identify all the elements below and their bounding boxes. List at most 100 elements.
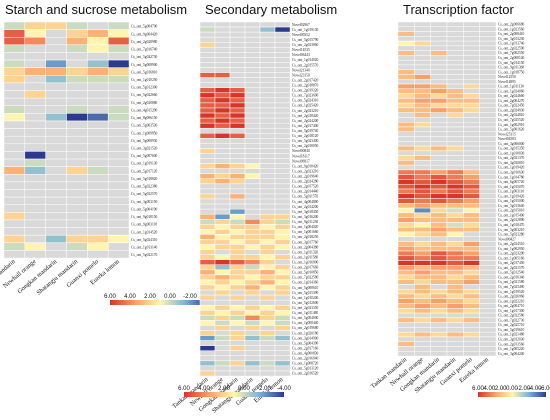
heatmap-cell [244, 127, 261, 134]
heatmap-cell [274, 36, 291, 43]
heatmap-cell [199, 284, 216, 291]
row-label: Cs_ont_5g022730 [131, 55, 158, 59]
heatmap-cell [259, 21, 276, 28]
heatmap-cell [397, 26, 415, 32]
heatmap-cell [430, 236, 448, 242]
heatmap-cell [199, 213, 216, 220]
row-label: Cs_ont_2g017420 [292, 78, 319, 82]
heatmap-cell [259, 47, 276, 53]
heatmap-cell [397, 55, 415, 61]
heatmap-cell [229, 21, 246, 28]
heatmap-cell [414, 284, 431, 290]
heatmap-cell [274, 269, 291, 276]
heatmap-cell [199, 138, 216, 144]
heatmap-cell [259, 107, 276, 114]
heatmap-cell [274, 320, 291, 326]
heatmap-cell [244, 193, 261, 200]
heatmap-cell [274, 193, 291, 200]
heatmap-cell [259, 330, 276, 336]
heatmap-cell [66, 113, 88, 122]
heatmap-cell [66, 59, 88, 68]
heatmap-cell [214, 77, 231, 83]
heatmap-cell [24, 113, 46, 122]
heatmap-cell [24, 242, 46, 251]
heatmap-cell [45, 143, 67, 152]
heatmap-cell [479, 117, 497, 123]
heatmap-cell [244, 355, 261, 362]
row-label: Cs_ont_7g016740 [131, 48, 158, 52]
heatmap-cell [24, 212, 46, 221]
heatmap-cell [274, 370, 291, 377]
heatmap-cell [463, 255, 480, 261]
heatmap-cell [430, 255, 448, 261]
heatmap-cell [463, 183, 480, 190]
row-label: Cs_ont_2g004380 [292, 245, 319, 249]
heatmap-cell [66, 196, 88, 206]
heatmap-cell [463, 226, 480, 233]
row-label: Cs_ont_1g021580 [498, 280, 525, 284]
heatmap-cell [430, 331, 448, 338]
heatmap-cell [244, 138, 261, 144]
heatmap-cell [3, 212, 26, 221]
heatmap-cell [199, 62, 216, 68]
heatmap-cell [229, 345, 246, 352]
heatmap-cell [274, 274, 291, 281]
heatmap-cell [463, 93, 480, 99]
heatmap-cell [259, 365, 276, 372]
heatmap-cell [199, 21, 216, 28]
heatmap-cell [414, 64, 431, 71]
row-label: Cs_ont_3g021520 [131, 147, 158, 151]
heatmap-cell [229, 229, 246, 235]
heatmap-cell [199, 208, 216, 215]
heatmap-cell [414, 112, 431, 118]
heatmap-cell [244, 340, 261, 346]
heatmap-cell [24, 52, 46, 61]
heatmap-cell [414, 336, 431, 342]
heatmap-cell [87, 143, 109, 152]
heatmap-cell [45, 151, 67, 160]
heatmap-cell [463, 50, 480, 56]
row-label: Cs_ont_4g000830 [292, 352, 319, 356]
heatmap-cell [214, 138, 231, 144]
heatmap-cell [479, 341, 497, 347]
heatmap-cell [479, 226, 497, 233]
heatmap-cell [414, 45, 431, 51]
heatmap-cell [214, 107, 231, 114]
row-label: Cs_ont_3g015350 [498, 147, 525, 151]
heatmap-cell [414, 188, 431, 195]
heatmap-cell [45, 113, 67, 122]
row-label: Cs_ont_9g011360 [498, 66, 524, 70]
heatmap-cell [244, 218, 261, 225]
row-label: Cs_ont_7g025520 [498, 118, 525, 122]
heatmap-cell [463, 31, 480, 37]
heatmap-cell [66, 234, 88, 244]
heatmap-cell [397, 203, 415, 209]
heatmap-cell [430, 222, 448, 228]
row-label: Cs_ont_1g010470 [498, 223, 525, 227]
heatmap-cell [274, 340, 291, 346]
heatmap-cell [446, 164, 464, 171]
heatmap-cell [430, 136, 448, 142]
row-label: Cs_ont_2g022580 [498, 314, 525, 318]
heatmap-cell [24, 143, 46, 152]
row-label: Cs_ont_7g022580 [292, 276, 319, 280]
heatmap-cell [430, 274, 448, 280]
heatmap-cell [446, 160, 464, 166]
row-label: Cs_ont_3g018450 [292, 210, 319, 214]
heatmap-cell [214, 112, 231, 119]
heatmap-cell [414, 93, 431, 99]
heatmap-cell [446, 64, 464, 71]
heatmap-cell [87, 75, 109, 84]
heatmap-cell [45, 36, 67, 46]
heatmap-cell [463, 179, 480, 185]
heatmap-cell [479, 45, 497, 51]
heatmap-cell [214, 87, 231, 94]
heatmap-cell [87, 166, 109, 175]
heatmap-cell [479, 327, 497, 333]
heatmap-cell [430, 346, 448, 352]
heatmap-cell [3, 44, 26, 53]
heatmap-cell [229, 284, 246, 291]
heatmap-cell [214, 133, 231, 139]
heatmap-cell [259, 269, 276, 276]
heatmap-cell [414, 226, 431, 233]
